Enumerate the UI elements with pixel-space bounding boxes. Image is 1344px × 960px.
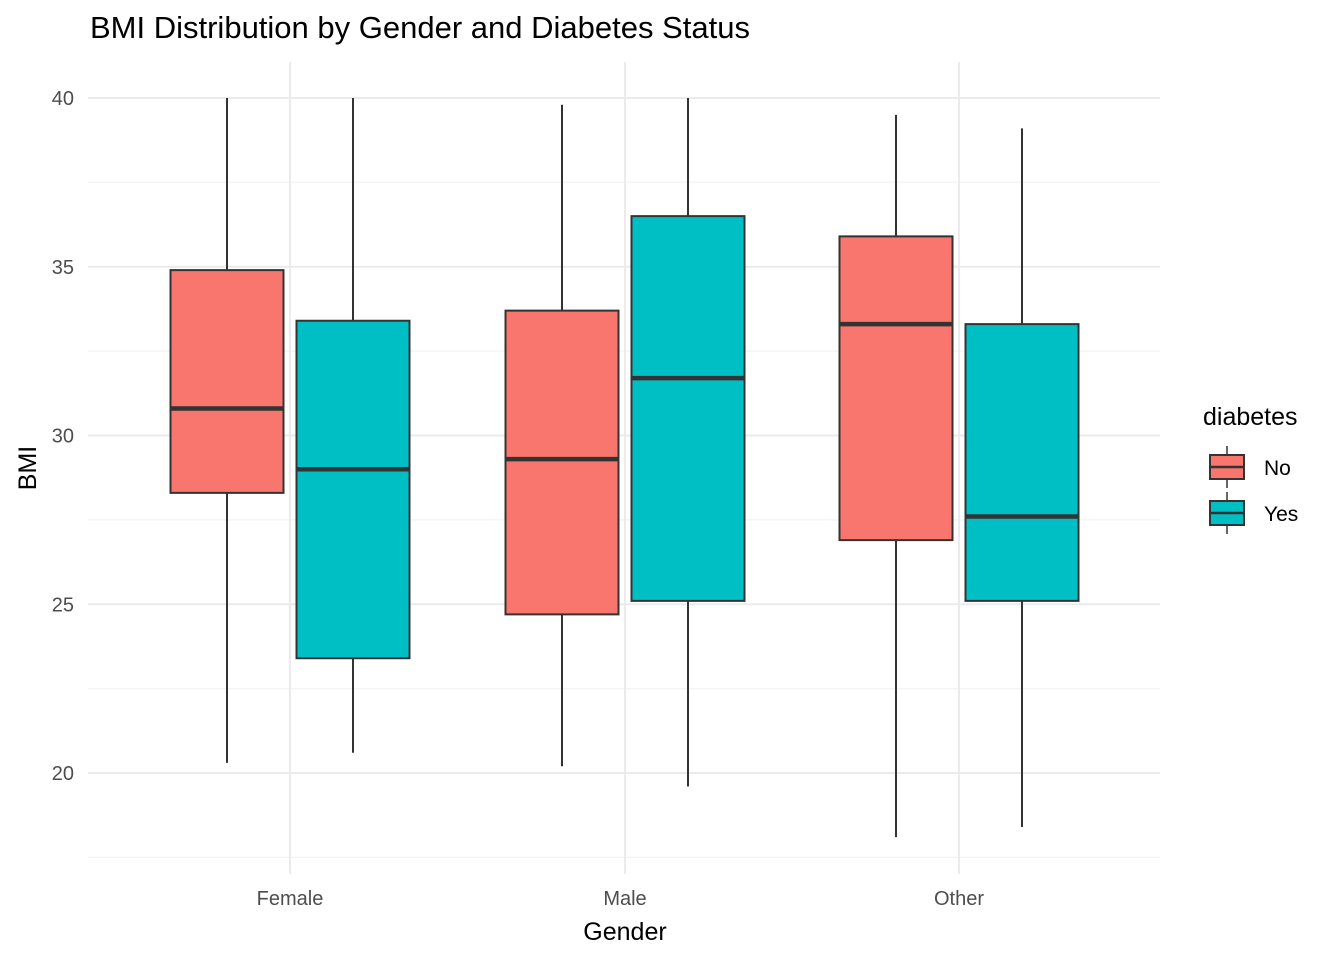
x-tick-label: Male <box>603 888 646 910</box>
x-tick-label: Other <box>934 888 984 910</box>
x-tick-label: Female <box>257 888 324 910</box>
legend: diabetes No Yes <box>1203 403 1298 534</box>
y-axis-title: BMI <box>14 446 42 490</box>
box-body <box>295 319 411 660</box>
grid-lines <box>88 62 1160 874</box>
box-body <box>630 215 746 602</box>
y-tick-label: 20 <box>52 763 74 785</box>
y-tick-label: 40 <box>52 88 74 110</box>
box-other-no <box>838 114 954 838</box>
box-body <box>504 309 620 616</box>
box-female-no <box>169 98 285 763</box>
box-male-yes <box>630 98 746 787</box>
box-body <box>838 235 954 542</box>
legend-item-yes: Yes <box>1209 492 1298 534</box>
legend-label: No <box>1264 457 1291 480</box>
box-female-yes <box>295 98 411 753</box>
box-body <box>964 323 1080 602</box>
boxplot-layer <box>169 98 1080 838</box>
x-axis-title: Gender <box>583 918 666 946</box>
y-tick-label: 30 <box>52 426 74 448</box>
box-male-no <box>504 104 620 767</box>
legend-title: diabetes <box>1203 403 1298 431</box>
legend-label: Yes <box>1264 503 1298 526</box>
axis-labels: 20 25 30 35 40 Female Male Other Gender BMI <box>14 88 984 946</box>
chart-title: BMI Distribution by Gender and Diabetes … <box>90 10 750 45</box>
box-body <box>169 269 285 494</box>
box-other-yes <box>964 128 1080 827</box>
y-tick-label: 35 <box>52 257 74 279</box>
legend-item-no: No <box>1209 446 1291 488</box>
y-tick-label: 25 <box>52 594 74 616</box>
